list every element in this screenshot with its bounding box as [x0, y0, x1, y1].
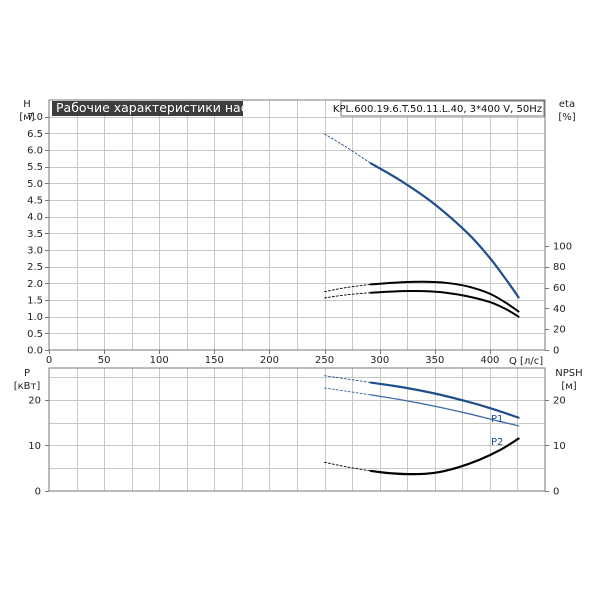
series-label-p1: P1: [491, 414, 503, 425]
eta-tick-label: 40: [553, 304, 566, 315]
q-tick-label: 150: [205, 355, 224, 366]
npsh-axis-unit: [м]: [561, 381, 576, 392]
title-box: [52, 101, 243, 116]
series-line-top-eta2-solid: [369, 289, 520, 318]
h-tick-label: 3.0: [27, 246, 43, 257]
p-tick-label: 0: [35, 487, 41, 498]
top-plot-frame: [48, 99, 546, 351]
npsh-tick-label: 10: [553, 441, 566, 452]
grid-layer: [49, 100, 545, 491]
q-tick-label: 0: [46, 355, 52, 366]
h-tick-label: 5.5: [27, 162, 43, 173]
h-tick-label: 0.0: [27, 346, 43, 357]
q-tick-label: 200: [260, 355, 279, 366]
q-tick-label: 100: [150, 355, 169, 366]
h-tick-label: 3.5: [27, 229, 43, 240]
h-tick-label: 1.0: [27, 312, 43, 323]
eta-tick-label: 0: [553, 346, 559, 357]
q-tick-label: 350: [425, 355, 444, 366]
h-tick-label: 6.0: [27, 146, 43, 157]
q-tick-label: 300: [370, 355, 389, 366]
series-line-top-h-solid: [369, 162, 520, 299]
h-tick-label: 7.0: [27, 112, 43, 123]
series-line-bottom-p1-dashed: [324, 375, 372, 384]
series-line-bottom-p2-solid: [370, 394, 520, 427]
model-label-box: [340, 100, 545, 117]
h-tick-label: 0.5: [27, 329, 43, 340]
series-label-p2: P2: [491, 437, 503, 448]
q-tick-label: 250: [315, 355, 334, 366]
series-line-top-eta2-dashed: [324, 292, 372, 299]
bottom-plot-frame: [48, 367, 546, 492]
h-tick-label: 2.5: [27, 262, 43, 273]
curve-layer: [324, 133, 520, 476]
series-line-bottom-p1-solid: [369, 381, 520, 419]
h-axis-label: H: [23, 99, 31, 110]
h-tick-label: 1.5: [27, 296, 43, 307]
model-label: KPL.600.19.6.T.50.11.L.40, 3*400 V, 50Hz: [333, 104, 542, 115]
h-tick-label: 4.5: [27, 196, 43, 207]
h-tick-label: 6.5: [27, 129, 43, 140]
npsh-tick-label: 0: [553, 487, 559, 498]
q-tick-label: 50: [98, 355, 111, 366]
eta-tick-label: 100: [553, 241, 572, 252]
p-tick-label: 20: [28, 395, 41, 406]
series-line-bottom-npsh-solid: [369, 437, 520, 476]
npsh-tick-label: 20: [553, 395, 566, 406]
series-line-top-eta1-dashed: [324, 283, 372, 293]
eta-tick-label: 60: [553, 283, 566, 294]
p-axis-label: P: [24, 368, 30, 379]
series-line-top-eta1-solid: [369, 280, 520, 313]
series-line-bottom-p2-dashed: [324, 387, 372, 396]
h-tick-label: 2.0: [27, 279, 43, 290]
npsh-axis-label: NPSH: [555, 368, 582, 379]
q-axis-label: Q [л/с]: [509, 356, 543, 367]
series-line-bottom-npsh-dashed: [324, 461, 372, 472]
eta-tick-label: 80: [553, 262, 566, 273]
h-axis-unit: [м]: [19, 112, 34, 123]
series-line-top-h-dashed: [324, 133, 372, 164]
p-axis-unit: [кВт]: [14, 381, 41, 392]
eta-axis-label: eta: [559, 99, 575, 110]
h-tick-label: 5.0: [27, 179, 43, 190]
chart-title: Рабочие характеристики насоса: [56, 100, 270, 115]
eta-axis-unit: [%]: [558, 112, 575, 123]
tick-layer: 0.0 0.5 1.0 1.5 2.0 2.5 3.0 3.5 4.0 4.5 5.0 5.5 6.0 6…: [27, 112, 572, 497]
q-tick-label: 400: [480, 355, 499, 366]
h-tick-label: 4.0: [27, 212, 43, 223]
p-tick-label: 10: [28, 441, 41, 452]
eta-tick-label: 20: [553, 325, 566, 336]
